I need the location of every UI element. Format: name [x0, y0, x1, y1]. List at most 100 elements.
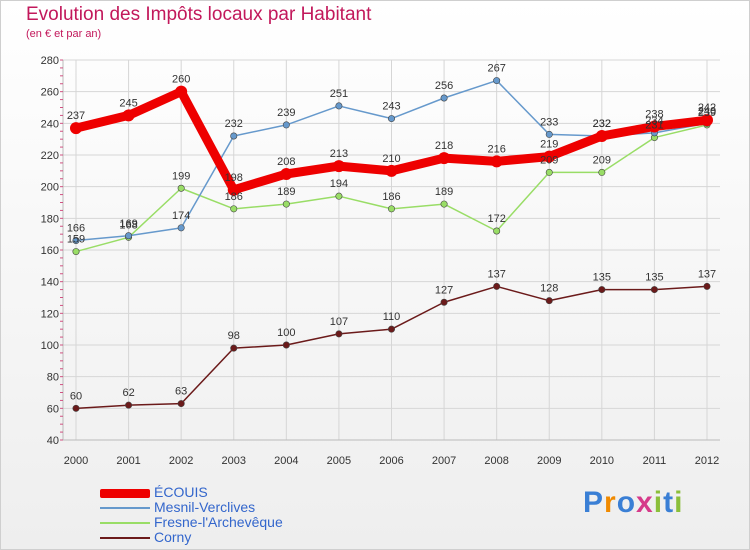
data-point [282, 121, 290, 129]
data-point [227, 183, 240, 196]
y-tick-label: 60 [47, 403, 59, 415]
data-label: 189 [277, 186, 295, 198]
data-point [440, 94, 448, 102]
logo-letter: r [604, 486, 617, 519]
legend-label: Corny [154, 529, 192, 545]
chart-subtitle: (en € et par an) [26, 28, 102, 40]
data-point [493, 77, 501, 85]
data-point [175, 85, 188, 98]
data-point [230, 344, 238, 352]
x-tick-label: 2004 [274, 455, 298, 467]
data-label: 218 [435, 140, 453, 152]
data-point [438, 152, 451, 165]
x-tick-label: 2007 [432, 455, 456, 467]
data-label: 135 [593, 272, 611, 284]
x-tick-label: 2001 [116, 455, 140, 467]
data-label: 251 [330, 88, 348, 100]
data-point [335, 102, 343, 110]
data-point [440, 298, 448, 306]
data-label: 256 [435, 80, 453, 92]
data-label: 239 [698, 107, 716, 119]
data-label: 60 [70, 390, 82, 402]
chart-title: Evolution des Impôts locaux par Habitant [26, 4, 372, 25]
data-label: 127 [435, 284, 453, 296]
proxiti-logo: Proxiti [583, 486, 683, 520]
data-label: 63 [175, 386, 187, 398]
y-tick-label: 140 [41, 277, 59, 289]
data-label: 128 [540, 283, 558, 295]
legend-item-fresne-l-archeveque: Fresne-l'Archevêque [100, 515, 360, 530]
data-label: 107 [330, 316, 348, 328]
data-point [387, 325, 395, 333]
data-point [70, 122, 82, 135]
legend-label: Fresne-l'Archevêque [154, 514, 283, 530]
data-label: 198 [225, 172, 243, 184]
logo-letter: x [636, 486, 654, 519]
legend: ÉCOUIS Mesnil-Verclives Fresne-l'Archevê… [100, 485, 360, 545]
x-tick-label: 2009 [537, 455, 561, 467]
y-tick-label: 280 [41, 55, 59, 67]
x-tick-label: 2011 [643, 455, 667, 467]
y-tick-label: 260 [41, 87, 59, 99]
data-label: 137 [487, 268, 505, 280]
data-point [332, 160, 345, 173]
data-point [177, 184, 185, 192]
x-tick-label: 2008 [484, 455, 508, 467]
logo-letter: t [663, 486, 675, 519]
y-tick-label: 200 [41, 182, 59, 194]
data-label: 260 [172, 74, 190, 86]
data-label: 216 [487, 143, 505, 155]
data-label: 169 [119, 218, 137, 230]
y-tick-label: 160 [41, 245, 59, 257]
x-tick-label: 2003 [222, 455, 246, 467]
data-label: 135 [645, 272, 663, 284]
y-tick-label: 180 [41, 213, 59, 225]
data-label: 232 [593, 118, 611, 130]
data-point [282, 200, 290, 208]
logo-letter: P [583, 486, 605, 519]
data-point [648, 120, 661, 133]
data-label: 174 [172, 210, 190, 222]
legend-swatch [100, 507, 150, 509]
legend-swatch [100, 489, 150, 498]
data-point [493, 227, 501, 235]
data-label: 159 [67, 234, 85, 246]
legend-item-ecouis: ÉCOUIS [100, 485, 360, 500]
legend-label: ÉCOUIS [154, 484, 208, 500]
data-label: 208 [277, 156, 295, 168]
x-tick-label: 2002 [169, 455, 193, 467]
data-label: 209 [540, 154, 558, 166]
data-label: 186 [225, 191, 243, 203]
data-label: 210 [382, 153, 400, 165]
data-point [280, 168, 293, 180]
y-tick-label: 40 [47, 435, 59, 447]
data-label: 232 [593, 118, 611, 130]
data-point [125, 232, 133, 240]
data-label: 242 [698, 102, 716, 114]
data-point [545, 297, 553, 305]
logo-letter: i [653, 486, 664, 519]
data-label: 168 [119, 219, 137, 231]
data-point [122, 109, 135, 122]
x-tick-label: 2012 [695, 455, 719, 467]
data-point [72, 404, 80, 412]
y-tick-label: 120 [41, 308, 59, 320]
data-label: 213 [330, 148, 348, 160]
data-point [335, 330, 343, 338]
data-label: 98 [228, 330, 240, 342]
data-label: 172 [487, 213, 505, 225]
data-label: 240 [698, 105, 716, 117]
data-point [440, 200, 448, 208]
data-label: 238 [645, 109, 663, 121]
x-tick-label: 2010 [590, 455, 614, 467]
x-tick-label: 2006 [379, 455, 403, 467]
data-label: 267 [487, 63, 505, 75]
data-label: 199 [172, 170, 190, 182]
data-point [598, 168, 606, 176]
y-tick-label: 220 [41, 150, 59, 162]
data-point [282, 341, 290, 349]
data-label: 231 [645, 120, 663, 132]
data-label: 245 [119, 97, 137, 109]
data-label: 100 [277, 327, 295, 339]
